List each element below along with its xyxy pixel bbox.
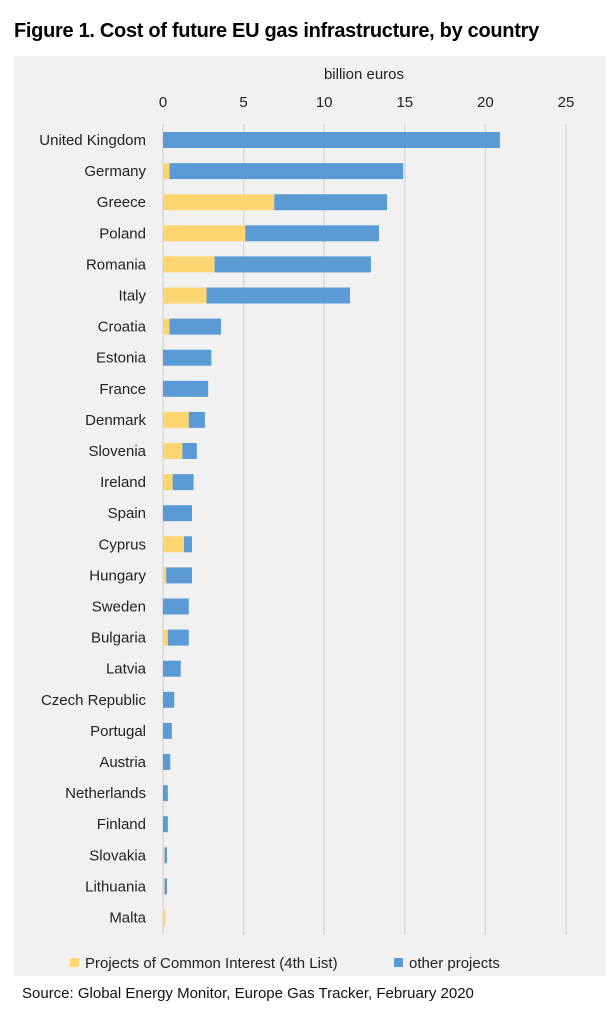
bar-segment-pci (163, 225, 246, 242)
x-tick-label: 20 (477, 94, 494, 111)
bar-segment-other (163, 785, 168, 802)
x-tick-label: 10 (316, 94, 333, 111)
bar-segment-other (172, 474, 194, 491)
bar-segment-pci (163, 256, 215, 273)
bar-segment-other (163, 691, 175, 708)
bar-segment-pci (163, 629, 168, 646)
bar-segment-other (163, 132, 500, 148)
bar-segment-other (206, 287, 350, 304)
bar-chart: 0 5 10 15 20 25 billion euros United Kingdom G… (39, 66, 575, 972)
bar-segment-pci (163, 474, 173, 491)
category-label: Romania (86, 256, 147, 273)
category-label: Italy (118, 288, 146, 305)
bar-segment-other (274, 194, 388, 211)
bar-segment-other (245, 225, 380, 242)
legend: Projects of Common Interest (4th List) ot… (70, 955, 500, 972)
category-label: Germany (84, 163, 146, 180)
legend-label: other projects (409, 955, 500, 972)
source-note: Source: Global Energy Monitor, Europe Ga… (22, 985, 474, 1002)
bar-segment-pci (163, 567, 167, 584)
bar-segment-other (169, 163, 404, 180)
bar-segment-other (163, 816, 168, 833)
bar-segment-other (214, 256, 371, 273)
bar-segment-other (164, 878, 168, 895)
category-label: Estonia (96, 350, 147, 367)
bar-segment-pci (163, 909, 166, 926)
bar-segment-other (163, 505, 193, 522)
category-label: Spain (108, 505, 146, 522)
bar-segment-pci (163, 194, 275, 211)
bar-segment-other (167, 629, 189, 646)
category-label: Slovakia (89, 847, 146, 864)
bar-segment-pci (163, 411, 189, 428)
category-label: Netherlands (65, 785, 146, 802)
category-label: Bulgaria (91, 630, 147, 647)
legend-label: Projects of Common Interest (4th List) (85, 955, 338, 972)
category-label: Cyprus (98, 536, 146, 553)
bar-segment-other (188, 411, 205, 428)
category-label: Slovenia (88, 443, 146, 460)
bar-segment-pci (163, 536, 184, 553)
bar-segment-other (183, 536, 193, 553)
category-label: Latvia (106, 661, 147, 678)
category-label: Sweden (92, 599, 146, 616)
category-label: Malta (109, 910, 146, 927)
bar-segment-other (163, 349, 212, 366)
bar-segment-other (163, 380, 209, 397)
bar-segment-pci (163, 318, 170, 335)
category-label: Hungary (89, 567, 146, 584)
category-label: Lithuania (85, 878, 147, 895)
bar-segment-pci (163, 878, 165, 895)
bar-segment-other (182, 443, 197, 459)
gridlines (162, 124, 567, 935)
x-tick-label: 5 (239, 94, 247, 111)
bars (163, 132, 500, 926)
x-tick-label: 0 (159, 94, 167, 111)
bar-segment-pci (163, 847, 165, 864)
category-label: Poland (99, 225, 146, 242)
category-label: Portugal (90, 723, 146, 740)
bar-segment-other (163, 660, 181, 677)
category-label: Ireland (100, 474, 146, 491)
category-label: Greece (97, 194, 146, 211)
category-label: Denmark (85, 412, 146, 429)
bar-segment-other (163, 754, 171, 770)
category-labels: United Kingdom Germany Greece Poland Romania… (39, 132, 146, 927)
bar-segment-other (163, 722, 172, 739)
category-label: Finland (97, 816, 146, 833)
bar-segment-other (166, 567, 193, 584)
category-label: Austria (99, 754, 146, 771)
bar-segment-other (164, 847, 168, 864)
x-axis-label: billion euros (324, 66, 404, 83)
bar-segment-pci (163, 287, 207, 304)
category-label: Czech Republic (41, 692, 147, 709)
bar-segment-other (169, 318, 222, 335)
x-tick-label: 15 (396, 94, 413, 111)
x-axis-ticks: 0 5 10 15 20 25 (159, 94, 575, 111)
bar-segment-other (163, 598, 189, 615)
x-tick-label: 25 (558, 94, 575, 111)
category-label: Croatia (98, 319, 147, 336)
bar-segment-pci (163, 163, 170, 180)
bar-segment-pci (163, 443, 183, 459)
category-label: France (99, 381, 146, 398)
category-label: United Kingdom (39, 132, 146, 149)
legend-swatch (394, 958, 403, 967)
legend-swatch (70, 958, 79, 967)
chart-title: Figure 1. Cost of future EU gas infrastr… (14, 20, 539, 42)
